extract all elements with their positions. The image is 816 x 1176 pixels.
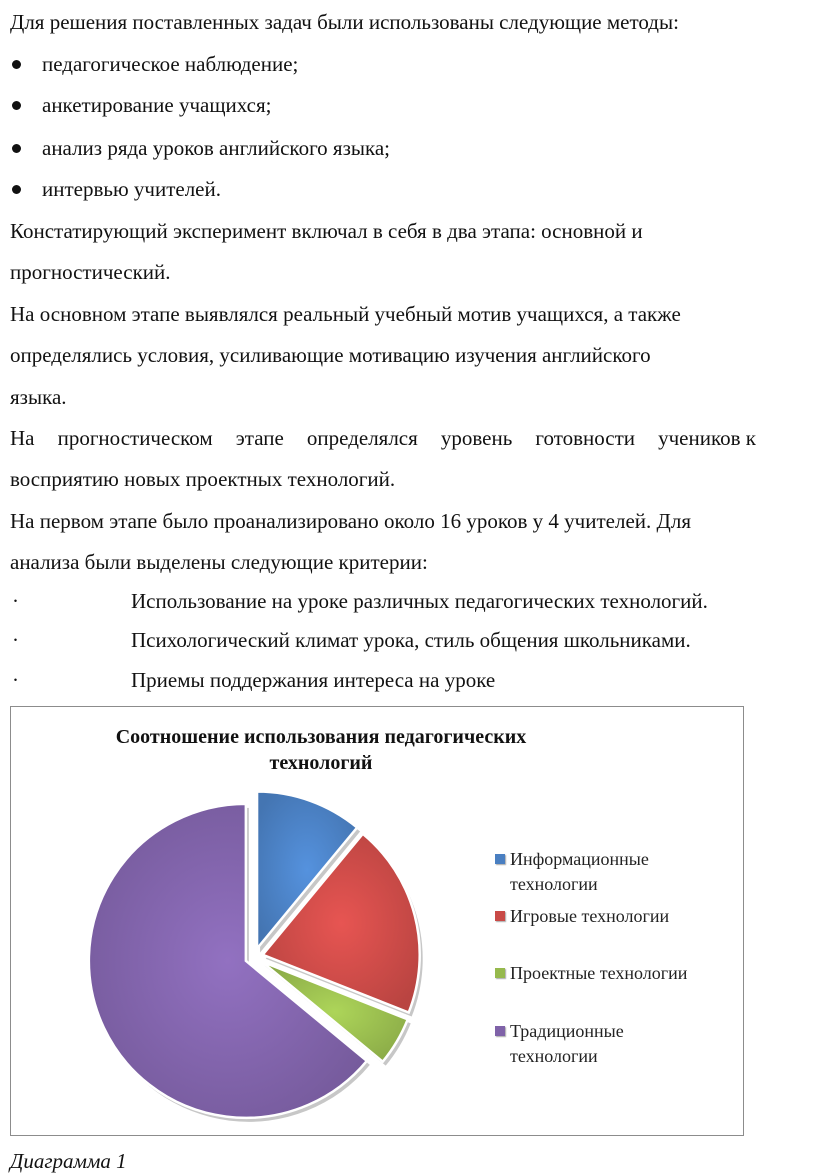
- bullet-icon: [12, 144, 21, 153]
- slice-project: [260, 960, 410, 1064]
- paragraph-line: На первом этапе было проанализировано ок…: [10, 509, 691, 533]
- legend-swatch: [495, 911, 505, 921]
- pie-plot-area: [87, 790, 423, 1122]
- legend-swatch: [495, 968, 505, 978]
- chart-title-line: Соотношение использования педагогических: [115, 726, 527, 748]
- chart-title-line: технологий: [269, 752, 373, 774]
- list-marker: ·: [12, 628, 19, 652]
- paragraph-line: языка.: [10, 385, 67, 409]
- bullet-icon: [12, 185, 21, 194]
- criteria-item: Использование на уроке различных педагог…: [131, 589, 708, 613]
- criteria-item: Психологический климат урока, стиль обще…: [131, 628, 691, 652]
- list-marker: ·: [12, 589, 19, 613]
- legend-swatch: [495, 1026, 505, 1036]
- criteria-item: Приемы поддержания интереса на уроке: [131, 668, 496, 692]
- word: этапе: [235, 426, 284, 450]
- word: готовности: [535, 426, 636, 450]
- word: На: [10, 426, 35, 450]
- word: учеников к: [658, 426, 756, 450]
- legend-label: Информационные технологии: [510, 847, 735, 897]
- paragraph-line: прогностический.: [10, 260, 171, 284]
- word: определялся: [306, 426, 418, 450]
- slice-information: [255, 790, 359, 953]
- list-marker: ·: [12, 668, 19, 692]
- legend-label-line: Информационные: [510, 849, 649, 869]
- paragraph-line: На основном этапе выявлялся реальный уче…: [10, 302, 681, 326]
- paragraph-line-justified: На прогностическом этапе определялся уро…: [10, 424, 756, 452]
- legend-label-line: Проектные технологии: [510, 963, 688, 983]
- word: прогностическом: [57, 426, 213, 450]
- pie-chart: Соотношение использования педагогических…: [10, 706, 744, 1136]
- intro-text: Для решения поставленных задач были испо…: [10, 10, 679, 34]
- legend-label-line: Традиционные: [510, 1021, 624, 1041]
- legend-label: Проектные технологии: [510, 961, 735, 986]
- word: уровень: [440, 426, 513, 450]
- paragraph-line: Констатирующий эксперимент включал в себ…: [10, 219, 643, 243]
- paragraph-line: определялись условия, усиливающие мотива…: [10, 343, 651, 367]
- paragraph-line: анализа были выделены следующие критерии…: [10, 550, 428, 574]
- bullet-icon: [12, 101, 21, 110]
- legend-label-line: технологии: [510, 874, 598, 894]
- figure-caption: Диаграмма 1: [10, 1149, 127, 1173]
- legend-label-line: технологии: [510, 1046, 598, 1066]
- method-item: анализ ряда уроков английского языка;: [42, 136, 391, 160]
- method-item: интервью учителей.: [42, 177, 221, 201]
- slice-game: [260, 832, 421, 1015]
- legend-label: Игровые технологии: [510, 904, 735, 929]
- method-item: педагогическое наблюдение;: [42, 52, 299, 76]
- chart-title: Соотношение использования педагогических…: [111, 724, 531, 776]
- paragraph-line: восприятию новых проектных технологий.: [10, 467, 396, 491]
- slice-traditional: [87, 802, 369, 1120]
- method-item: анкетирование учащихся;: [42, 93, 272, 117]
- legend-label: Традиционные технологии: [510, 1019, 735, 1069]
- bullet-icon: [12, 60, 21, 69]
- legend-swatch: [495, 854, 505, 864]
- legend-label-line: Игровые технологии: [510, 906, 670, 926]
